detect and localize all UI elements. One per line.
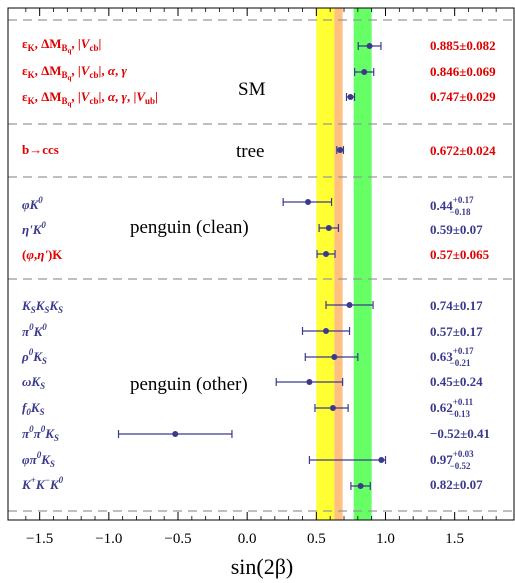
data-point-6: [323, 251, 330, 257]
band-1: [334, 8, 343, 520]
value-label-3: 0.672±0.024: [430, 143, 496, 158]
value-label-2: 0.747±0.029: [430, 89, 496, 104]
data-point-4: [305, 199, 312, 205]
band-0: [316, 8, 335, 520]
row-label-8: π0K0: [22, 322, 47, 339]
value-label-14: 0.82±0.07: [430, 477, 483, 492]
value-label-1: 0.846±0.069: [430, 64, 496, 79]
row-label-10: ωKS: [22, 374, 45, 391]
value-labels: 0.885±0.082 0.846±0.069 0.747±0.029 0.67…: [430, 38, 496, 492]
data-point-12: [172, 431, 179, 437]
row-label-4: φK0: [22, 195, 43, 212]
data-point-11: [329, 405, 336, 411]
tick-label-1: −1.0: [95, 531, 122, 547]
row-label-0: εK, ΔMBq, |Vcb|: [22, 36, 101, 55]
tick-label-4: 0.5: [307, 531, 326, 547]
data-point-5: [325, 225, 332, 231]
value-label-8: 0.57±0.17: [430, 324, 483, 339]
data-point-2: [347, 94, 354, 100]
separators-layer: [8, 19, 514, 512]
value-label-0: 0.885±0.082: [430, 38, 496, 53]
tick-label-3: 0.0: [238, 531, 257, 547]
row-label-12: π0π0KS: [22, 424, 59, 443]
value-label-11: 0.62+0.11 −0.13: [430, 397, 474, 419]
row-label-14: K+K−K0: [21, 475, 64, 492]
group-label-penguin-other: penguin (other): [130, 374, 248, 395]
tick-label-2: −0.5: [164, 531, 191, 547]
row-label-5: η'K0: [22, 220, 46, 237]
group-label-tree: tree: [236, 141, 264, 162]
data-point-14: [357, 483, 364, 489]
x-axis-ticks: −1.5 −1.0 −0.5 0.0 0.5 1.0 1.5: [25, 8, 497, 547]
value-label-6: 0.57±0.065: [430, 247, 490, 262]
tick-label-0: −1.5: [26, 531, 53, 547]
value-label-10: 0.45±0.24: [430, 374, 483, 389]
x-axis-label: sin(2β): [231, 554, 294, 579]
data-point-13: [378, 457, 385, 463]
tick-label-6: 1.5: [445, 531, 464, 547]
value-label-9: 0.63+0.17 −0.21: [430, 346, 474, 368]
value-label-7: 0.74±0.17: [430, 298, 483, 313]
row-label-6: (φ,η')K: [22, 247, 63, 262]
group-label-sm: SM: [238, 79, 266, 100]
row-label-1: εK, ΔMBq, |Vcb|, α, γ: [22, 63, 128, 82]
data-point-1: [361, 69, 368, 75]
data-point-9: [331, 354, 338, 360]
value-label-12: −0.52±0.41: [430, 426, 490, 441]
row-label-9: ρ0KS: [21, 347, 47, 366]
row-label-11: f0KS: [22, 400, 45, 417]
data-points-layer: [117, 42, 387, 490]
row-label-2: εK, ΔMBq, |Vcb|, α, γ, |Vub|: [22, 89, 158, 108]
value-label-5: 0.59±0.07: [430, 222, 483, 237]
row-label-7: KSKSKS: [21, 298, 63, 315]
data-point-3: [337, 147, 344, 153]
data-point-8: [323, 328, 330, 334]
data-point-7: [346, 302, 353, 308]
band-2: [353, 8, 372, 520]
value-label-13: 0.97+0.03 −0.52: [430, 449, 474, 471]
row-label-3: b→ccs: [22, 142, 59, 157]
row-labels: εK, ΔMBq, |Vcb| εK, ΔMBq, |Vcb|, α, γ εK…: [21, 36, 158, 492]
tick-label-5: 1.0: [376, 531, 395, 547]
group-label-penguin-clean: penguin (clean): [130, 217, 249, 238]
value-label-4: 0.44+0.17 −0.18: [430, 195, 474, 217]
data-point-10: [306, 379, 313, 385]
data-point-0: [366, 43, 373, 49]
row-label-13: φπ0KS: [22, 450, 55, 469]
bands-layer: [316, 8, 372, 520]
